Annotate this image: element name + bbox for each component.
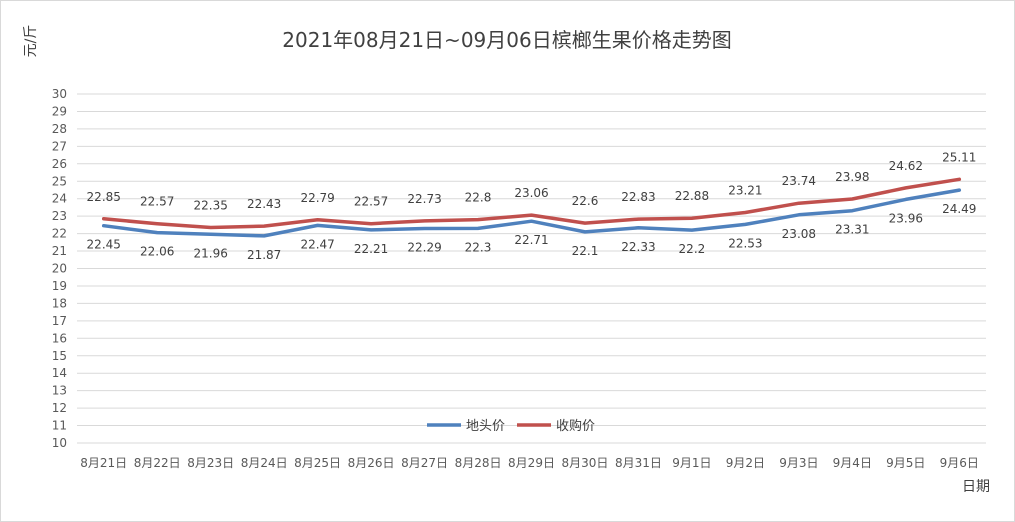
- y-tick-label: 15: [52, 349, 67, 363]
- data-label: 22.33: [621, 240, 655, 254]
- data-label: 22.1: [572, 244, 599, 258]
- x-tick-label: 8月28日: [455, 456, 502, 470]
- x-axis-ticks: 8月21日 8月22日 8月23日 8月24日 8月25日 8月26日 8月27日 8月28日…: [80, 456, 979, 470]
- x-tick-label: 8月31日: [615, 456, 662, 470]
- data-label: 23.06: [514, 186, 548, 200]
- series-lines: [101, 177, 962, 238]
- y-tick-label: 12: [52, 401, 67, 415]
- data-label: 22.85: [87, 190, 121, 204]
- data-label: 22.3: [465, 240, 492, 254]
- y-tick-label: 30: [52, 87, 67, 101]
- y-axis-title: 元/斤: [23, 25, 39, 58]
- data-label: 23.31: [835, 223, 869, 237]
- x-tick-label: 8月29日: [508, 456, 555, 470]
- data-label: 23.08: [782, 227, 816, 241]
- legend-label: 地头价: [466, 419, 505, 434]
- y-tick-label: 16: [52, 331, 67, 345]
- x-tick-label: 9月6日: [940, 456, 979, 470]
- x-tick-label: 9月5日: [886, 456, 925, 470]
- y-tick-label: 26: [52, 157, 67, 171]
- data-labels: 22.45 22.06 21.96 21.87 22.47 22.21 22.29 22.3 2…: [87, 150, 977, 262]
- y-tick-label: 18: [52, 296, 67, 310]
- x-axis-title: 日期: [962, 479, 990, 495]
- data-label: 22.57: [140, 195, 174, 209]
- data-label: 21.87: [247, 248, 281, 262]
- data-label: 22.6: [572, 194, 599, 208]
- data-label: 23.21: [728, 183, 762, 197]
- x-tick-label: 8月24日: [241, 456, 288, 470]
- data-label: 24.62: [889, 159, 923, 173]
- y-tick-label: 28: [52, 122, 67, 136]
- data-label: 23.96: [889, 211, 923, 225]
- data-label: 22.43: [247, 197, 281, 211]
- y-tick-label: 24: [52, 192, 67, 206]
- data-label: 22.35: [193, 198, 227, 212]
- data-label: 22.2: [679, 242, 706, 256]
- data-label: 22.79: [300, 191, 334, 205]
- data-label: 22.8: [465, 191, 492, 205]
- data-label: 24.49: [942, 202, 976, 216]
- data-label: 21.96: [193, 246, 227, 260]
- y-tick-label: 29: [52, 104, 67, 118]
- y-tick-label: 13: [52, 384, 67, 398]
- data-label: 22.57: [354, 195, 388, 209]
- y-tick-label: 11: [52, 419, 67, 433]
- data-label: 25.11: [942, 150, 976, 164]
- y-axis-ticks: 10 11 12 13 14 15 16 17 18 19 20 21 22 23 24 25 26 27 28 29…: [52, 87, 67, 450]
- x-tick-label: 9月1日: [672, 456, 711, 470]
- x-tick-label: 8月26日: [348, 456, 395, 470]
- y-tick-label: 10: [52, 436, 67, 450]
- y-tick-label: 20: [52, 262, 67, 276]
- x-tick-label: 8月25日: [294, 456, 341, 470]
- data-label: 22.06: [140, 245, 174, 259]
- y-tick-label: 19: [52, 279, 67, 293]
- x-tick-label: 8月30日: [562, 456, 609, 470]
- gridlines: [77, 93, 986, 444]
- x-tick-label: 9月4日: [833, 456, 872, 470]
- data-label: 22.53: [728, 236, 762, 250]
- x-tick-label: 8月27日: [401, 456, 448, 470]
- x-tick-label: 8月23日: [187, 456, 234, 470]
- y-tick-label: 14: [52, 366, 67, 380]
- data-label: 22.73: [407, 192, 441, 206]
- legend: 地头价 收购价: [427, 418, 595, 434]
- y-tick-label: 17: [52, 314, 67, 328]
- series-line-0: [101, 188, 962, 238]
- x-tick-label: 8月21日: [80, 456, 127, 470]
- data-label: 22.47: [300, 237, 334, 251]
- data-label: 22.29: [407, 241, 441, 255]
- x-tick-label: 9月3日: [779, 456, 818, 470]
- y-tick-label: 25: [52, 174, 67, 188]
- y-tick-label: 22: [52, 227, 67, 241]
- data-label: 22.83: [621, 190, 655, 204]
- y-tick-label: 27: [52, 139, 67, 153]
- data-label: 22.45: [87, 238, 121, 252]
- data-label: 22.21: [354, 242, 388, 256]
- chart-title: 2021年08月21日~09月06日槟榔生果价格走势图: [282, 28, 731, 52]
- x-tick-label: 8月22日: [134, 456, 181, 470]
- y-tick-label: 21: [52, 244, 67, 258]
- data-label: 23.98: [835, 170, 869, 184]
- y-tick-label: 23: [52, 209, 67, 223]
- data-label: 22.88: [675, 189, 709, 203]
- series-line-1: [101, 177, 962, 230]
- x-tick-label: 9月2日: [726, 456, 765, 470]
- data-label: 23.74: [782, 174, 816, 188]
- legend-label: 收购价: [556, 418, 595, 434]
- data-label: 22.71: [514, 233, 548, 247]
